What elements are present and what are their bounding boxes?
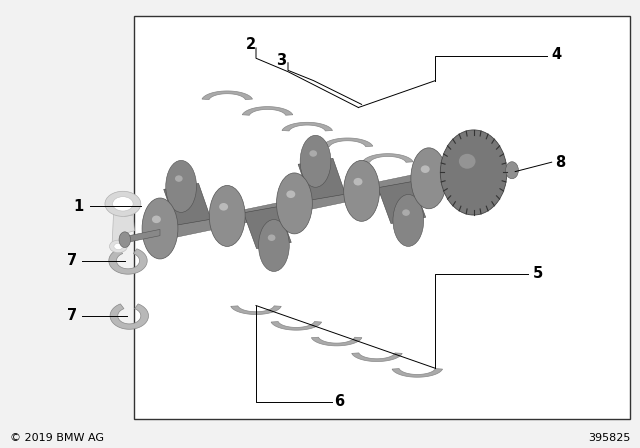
Ellipse shape	[142, 198, 178, 259]
Bar	[134, 16, 630, 419]
Polygon shape	[298, 158, 346, 200]
Polygon shape	[231, 306, 281, 314]
Text: 2: 2	[246, 37, 256, 52]
Ellipse shape	[309, 150, 317, 157]
Text: 4: 4	[551, 47, 561, 62]
Text: 7: 7	[67, 308, 77, 323]
Polygon shape	[312, 337, 362, 346]
Ellipse shape	[259, 220, 289, 271]
Text: 1: 1	[73, 198, 83, 214]
Polygon shape	[164, 183, 211, 225]
Text: 6: 6	[334, 394, 344, 409]
Polygon shape	[323, 138, 372, 146]
Polygon shape	[110, 304, 148, 329]
Polygon shape	[109, 249, 147, 274]
Polygon shape	[243, 107, 292, 115]
Text: © 2019 BMW AG: © 2019 BMW AG	[10, 433, 104, 443]
Circle shape	[105, 191, 141, 216]
Ellipse shape	[420, 165, 429, 173]
Ellipse shape	[344, 160, 380, 221]
Ellipse shape	[402, 209, 410, 216]
Ellipse shape	[152, 215, 161, 223]
Ellipse shape	[459, 154, 476, 169]
Ellipse shape	[276, 173, 312, 234]
Ellipse shape	[119, 232, 131, 247]
Ellipse shape	[219, 203, 228, 211]
Polygon shape	[352, 353, 402, 362]
Ellipse shape	[353, 178, 362, 185]
Polygon shape	[378, 181, 426, 224]
Circle shape	[114, 243, 123, 250]
Text: 7: 7	[67, 253, 77, 268]
Ellipse shape	[440, 130, 507, 215]
Circle shape	[113, 197, 133, 211]
Polygon shape	[363, 154, 413, 162]
Polygon shape	[392, 369, 442, 377]
Circle shape	[109, 240, 127, 253]
Ellipse shape	[393, 194, 424, 246]
Polygon shape	[112, 204, 134, 246]
Polygon shape	[477, 166, 512, 180]
Ellipse shape	[268, 234, 275, 241]
Polygon shape	[243, 207, 291, 249]
Text: 3: 3	[276, 52, 287, 68]
Polygon shape	[125, 229, 160, 243]
Polygon shape	[202, 91, 252, 99]
Polygon shape	[271, 322, 321, 330]
Text: 8: 8	[556, 155, 566, 170]
Polygon shape	[282, 122, 332, 131]
Text: 5: 5	[532, 266, 543, 281]
Ellipse shape	[411, 148, 447, 209]
Ellipse shape	[209, 185, 245, 246]
Text: 395825: 395825	[588, 433, 630, 443]
Ellipse shape	[506, 162, 518, 179]
Ellipse shape	[286, 190, 295, 198]
Ellipse shape	[175, 175, 182, 182]
Polygon shape	[154, 157, 499, 242]
Ellipse shape	[300, 135, 331, 187]
Ellipse shape	[166, 160, 196, 212]
